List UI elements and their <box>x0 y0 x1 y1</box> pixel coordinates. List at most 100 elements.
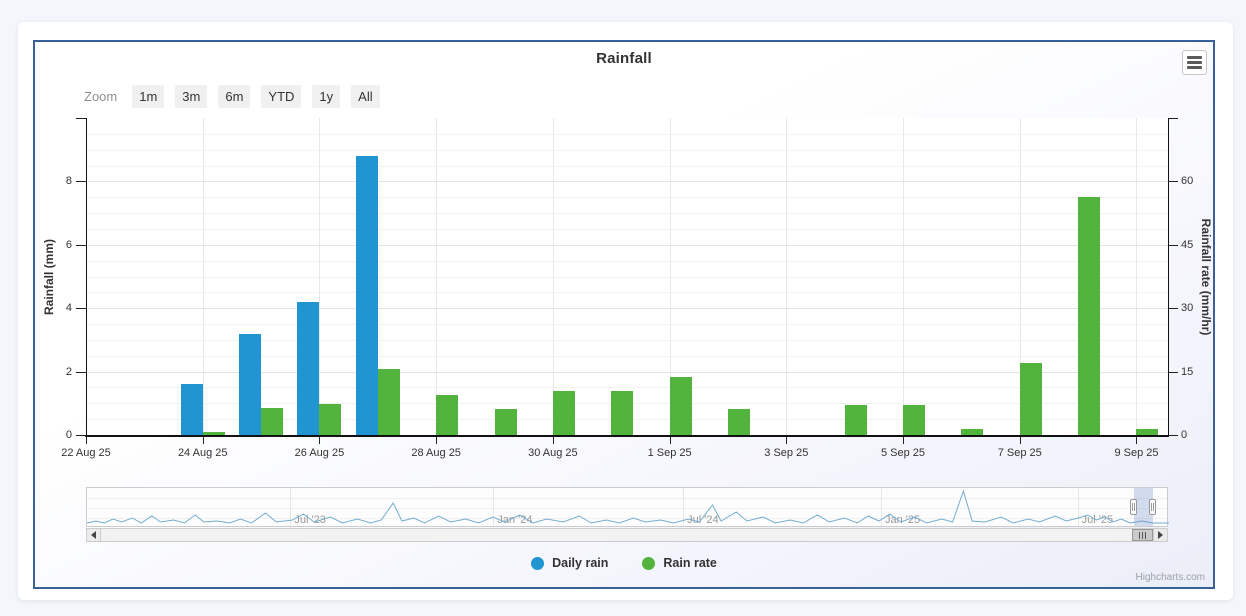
right-axis-label: 0 <box>1181 429 1188 441</box>
bar-rain-rate[interactable] <box>552 391 575 435</box>
bar-daily-rain[interactable] <box>180 384 203 435</box>
bar-rain-rate[interactable] <box>494 408 517 435</box>
legend-item-daily-rain[interactable]: Daily rain <box>531 556 608 570</box>
vertical-gridline <box>786 118 788 435</box>
vertical-gridline <box>202 118 204 435</box>
navigator-selected-range[interactable] <box>1133 488 1153 526</box>
right-axis-label: 45 <box>1181 238 1194 251</box>
x-axis-label: 1 Sep 25 <box>647 447 692 459</box>
zoom-label: Zoom <box>84 88 118 104</box>
bar-daily-rain[interactable] <box>297 301 320 435</box>
bar-rain-rate[interactable] <box>844 404 867 435</box>
legend-label: Rain rate <box>663 556 717 570</box>
bar-rain-rate[interactable] <box>727 409 750 435</box>
left-axis-label: 6 <box>65 238 72 251</box>
scrollbar-right-arrow-button[interactable] <box>1153 529 1167 541</box>
legend-label: Daily rain <box>552 556 609 570</box>
navigator[interactable]: Jul '23 Jan '24 Jul '24 Jan '25 Jul '25 <box>86 487 1169 527</box>
bar-rain-rate[interactable] <box>903 404 926 435</box>
zoom-button-1m[interactable]: 1m <box>132 84 165 108</box>
x-axis-label: 3 Sep 25 <box>764 447 809 459</box>
minor-gridline <box>86 324 1168 326</box>
x-axis-label: 9 Sep 25 <box>1114 447 1159 459</box>
right-axis-tick <box>1168 371 1178 373</box>
left-axis-tick <box>76 371 86 373</box>
range-selector: Zoom 1m 3m 6m YTD 1y All <box>84 84 391 108</box>
x-axis-tick <box>903 437 905 444</box>
legend-marker-icon <box>642 556 656 570</box>
bar-rain-rate[interactable] <box>319 403 342 435</box>
minor-gridline <box>86 149 1168 151</box>
minor-gridline <box>86 339 1168 341</box>
bar-rain-rate[interactable] <box>1078 196 1101 435</box>
legend-item-rain-rate[interactable]: Rain rate <box>642 556 717 570</box>
left-axis-label: 8 <box>65 175 72 188</box>
right-axis-label: 15 <box>1181 365 1194 378</box>
bar-rain-rate[interactable] <box>436 394 459 435</box>
right-axis-title: Rainfall rate (mm/hr) <box>1199 218 1213 335</box>
scrollbar-track[interactable] <box>86 528 1168 542</box>
scrollbar-grip-icon <box>1144 531 1146 539</box>
bar-rain-rate[interactable] <box>202 432 225 435</box>
right-axis-label: 30 <box>1181 302 1194 315</box>
navigator-handle-left[interactable] <box>1129 499 1137 515</box>
chart-context-menu-button[interactable] <box>1182 50 1207 75</box>
vertical-gridline <box>436 118 438 435</box>
minor-gridline <box>86 228 1168 230</box>
x-axis-tick <box>1019 437 1021 444</box>
bar-rain-rate[interactable] <box>669 377 692 435</box>
bar-rain-rate[interactable] <box>1136 429 1159 435</box>
scroll-right-arrow-icon <box>1158 531 1163 539</box>
minor-gridline <box>86 260 1168 262</box>
vertical-gridline <box>669 118 671 435</box>
credits-link[interactable]: Highcharts.com <box>1135 572 1205 583</box>
navigator-series-line <box>87 489 1169 524</box>
navigator-gridline <box>880 488 882 526</box>
bar-rain-rate[interactable] <box>377 369 400 435</box>
scrollbar-thumb[interactable] <box>1131 529 1153 541</box>
zoom-button-ytd[interactable]: YTD <box>261 84 302 108</box>
right-axis-line <box>1168 118 1169 435</box>
chart-title: Rainfall <box>596 50 652 67</box>
bar-daily-rain[interactable] <box>355 156 378 435</box>
zoom-button-6m[interactable]: 6m <box>218 84 251 108</box>
bar-daily-rain[interactable] <box>239 333 262 435</box>
x-axis-tick <box>786 437 788 444</box>
scrollbar-left-arrow-button[interactable] <box>87 529 101 541</box>
scroll-left-arrow-icon <box>91 531 96 539</box>
zoom-button-all[interactable]: All <box>351 84 380 108</box>
x-axis-tick <box>202 437 204 444</box>
bar-rain-rate[interactable] <box>261 408 284 435</box>
legend-marker-icon <box>531 556 545 570</box>
navigator-axis-label: Jul '23 <box>294 514 326 526</box>
right-axis-tick <box>1168 308 1178 310</box>
bar-rain-rate[interactable] <box>961 429 984 435</box>
bar-rain-rate[interactable] <box>1019 363 1042 435</box>
zoom-button-1y[interactable]: 1y <box>312 84 341 108</box>
x-axis-tick <box>86 437 87 444</box>
major-gridline <box>86 371 1168 373</box>
rainfall-chart-panel: Rainfall Zoom 1m 3m 6m YTD 1y All 22 Aug 25 24… <box>33 40 1215 589</box>
hamburger-icon <box>1187 56 1202 59</box>
legend: Daily rain Rain rate <box>35 556 1213 570</box>
hamburger-icon <box>1187 61 1202 64</box>
left-axis-tick <box>76 308 86 310</box>
zoom-button-3m[interactable]: 3m <box>175 84 208 108</box>
vertical-gridline <box>903 118 905 435</box>
left-axis-line <box>86 118 87 435</box>
minor-gridline <box>86 197 1168 199</box>
navigator-handle-right[interactable] <box>1148 499 1156 515</box>
hamburger-icon <box>1187 66 1202 69</box>
left-axis-label: 0 <box>65 429 72 441</box>
major-gridline <box>86 308 1168 310</box>
right-axis-label: 60 <box>1181 175 1194 188</box>
x-axis-tick <box>669 437 671 444</box>
scrollbar-grip-icon <box>1141 531 1143 539</box>
minor-gridline <box>86 133 1168 135</box>
navigator-gridline <box>290 488 292 526</box>
navigator-gridline-h <box>87 508 1167 509</box>
navigator-gridline <box>683 488 685 526</box>
left-axis-label: 4 <box>65 302 72 315</box>
bar-rain-rate[interactable] <box>611 391 634 435</box>
left-axis-title: Rainfall (mm) <box>42 238 56 315</box>
